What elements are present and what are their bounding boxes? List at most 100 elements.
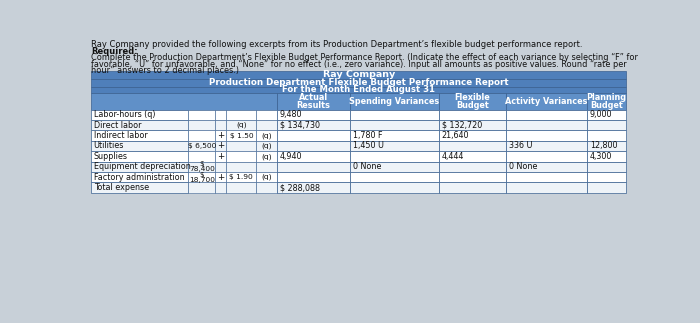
Text: 21,640: 21,640 bbox=[442, 131, 469, 140]
Text: +: + bbox=[217, 152, 225, 161]
Bar bbox=[439, 141, 506, 151]
Bar bbox=[506, 162, 587, 172]
Text: $: $ bbox=[199, 172, 204, 178]
Bar bbox=[226, 109, 256, 120]
Text: (q): (q) bbox=[261, 153, 272, 160]
Text: (q): (q) bbox=[261, 174, 272, 181]
Text: Factory administration: Factory administration bbox=[94, 173, 184, 182]
Bar bbox=[226, 130, 256, 141]
Bar bbox=[256, 141, 276, 151]
Text: $ 134,730: $ 134,730 bbox=[280, 121, 320, 130]
Bar bbox=[506, 130, 587, 141]
Text: 9,480: 9,480 bbox=[280, 110, 302, 119]
Bar bbox=[216, 141, 226, 151]
Bar bbox=[276, 182, 350, 193]
Bar bbox=[276, 93, 350, 109]
Bar bbox=[256, 172, 276, 182]
Text: Ray Company provided the following excerpts from its Production Department’s fle: Ray Company provided the following excer… bbox=[92, 40, 583, 49]
Bar bbox=[216, 182, 226, 193]
Bar bbox=[216, 130, 226, 141]
Text: Complete the Production Department’s Flexible Budget Performance Report. (Indica: Complete the Production Department’s Fle… bbox=[92, 53, 638, 62]
Bar bbox=[350, 141, 439, 151]
Bar bbox=[587, 151, 626, 162]
Text: (q): (q) bbox=[261, 143, 272, 149]
Bar bbox=[587, 182, 626, 193]
Text: $ 1.50: $ 1.50 bbox=[230, 132, 253, 139]
Bar bbox=[587, 120, 626, 130]
Bar bbox=[226, 120, 256, 130]
Bar bbox=[216, 109, 226, 120]
Bar bbox=[256, 151, 276, 162]
Bar bbox=[92, 141, 188, 151]
Text: Utilities: Utilities bbox=[94, 141, 124, 151]
Bar bbox=[188, 151, 216, 162]
Text: Activity Variances: Activity Variances bbox=[505, 97, 587, 106]
Bar bbox=[226, 151, 256, 162]
Bar bbox=[439, 151, 506, 162]
Text: Total expense: Total expense bbox=[94, 183, 149, 192]
Bar bbox=[276, 120, 350, 130]
Bar bbox=[92, 120, 188, 130]
Bar bbox=[276, 162, 350, 172]
Text: Indirect labor: Indirect labor bbox=[94, 131, 148, 140]
Text: favorable, “U” for unfavorable, and “None” for no effect (i.e., zero variance). : favorable, “U” for unfavorable, and “Non… bbox=[92, 59, 627, 68]
Bar bbox=[587, 109, 626, 120]
Bar bbox=[276, 141, 350, 151]
Text: $ 6,500: $ 6,500 bbox=[188, 143, 216, 149]
Bar bbox=[188, 162, 216, 172]
Bar bbox=[92, 93, 276, 109]
Bar bbox=[92, 79, 626, 87]
Bar bbox=[216, 120, 226, 130]
Bar bbox=[506, 172, 587, 182]
Bar bbox=[350, 109, 439, 120]
Text: $ 1.90: $ 1.90 bbox=[230, 174, 253, 180]
Bar bbox=[188, 141, 216, 151]
Bar bbox=[587, 172, 626, 182]
Bar bbox=[439, 182, 506, 193]
Bar bbox=[276, 151, 350, 162]
Text: $: $ bbox=[199, 161, 204, 167]
Bar bbox=[188, 109, 216, 120]
Bar bbox=[216, 162, 226, 172]
Text: Budget: Budget bbox=[590, 101, 623, 110]
Text: Labor-hours (q): Labor-hours (q) bbox=[94, 110, 155, 119]
Text: $ 132,720: $ 132,720 bbox=[442, 121, 482, 130]
Bar bbox=[439, 93, 506, 109]
Bar bbox=[506, 109, 587, 120]
Bar bbox=[256, 162, 276, 172]
Bar bbox=[226, 162, 256, 172]
Text: +: + bbox=[217, 131, 225, 140]
Text: 9,000: 9,000 bbox=[589, 110, 612, 119]
Text: 0 None: 0 None bbox=[354, 162, 382, 171]
Bar bbox=[350, 162, 439, 172]
Text: Flexible: Flexible bbox=[454, 93, 490, 102]
Bar bbox=[587, 93, 626, 109]
Text: Results: Results bbox=[296, 101, 330, 110]
Bar bbox=[216, 151, 226, 162]
Text: (q): (q) bbox=[236, 122, 246, 129]
Bar bbox=[92, 109, 188, 120]
Bar bbox=[226, 182, 256, 193]
Bar bbox=[188, 182, 216, 193]
Bar bbox=[506, 182, 587, 193]
Text: (q): (q) bbox=[261, 132, 272, 139]
Text: Planning: Planning bbox=[587, 93, 626, 102]
Text: +: + bbox=[217, 173, 225, 182]
Bar bbox=[439, 172, 506, 182]
Bar bbox=[439, 120, 506, 130]
Text: +: + bbox=[217, 141, 225, 151]
Text: Production Department Flexible Budget Performance Report: Production Department Flexible Budget Pe… bbox=[209, 78, 509, 87]
Text: 4,444: 4,444 bbox=[442, 152, 464, 161]
Bar bbox=[92, 130, 188, 141]
Bar bbox=[350, 93, 439, 109]
Bar bbox=[350, 172, 439, 182]
Bar bbox=[256, 130, 276, 141]
Text: Direct labor: Direct labor bbox=[94, 121, 141, 130]
Bar bbox=[587, 162, 626, 172]
Text: hour” answers to 2 decimal places.): hour” answers to 2 decimal places.) bbox=[92, 66, 239, 75]
Bar bbox=[350, 151, 439, 162]
Bar bbox=[276, 130, 350, 141]
Bar bbox=[276, 109, 350, 120]
Bar bbox=[92, 182, 188, 193]
Bar bbox=[188, 120, 216, 130]
